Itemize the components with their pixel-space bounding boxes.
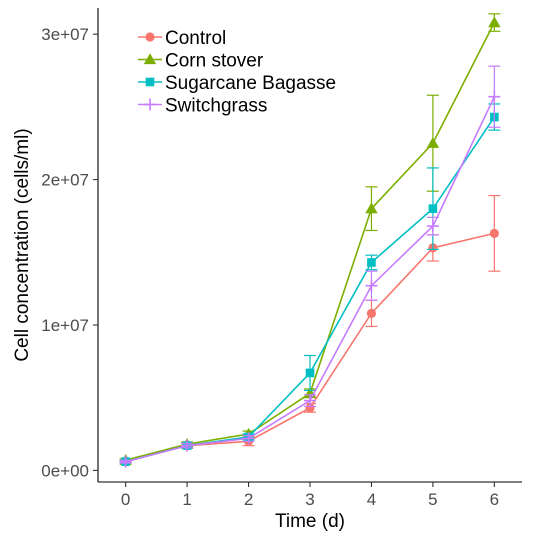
legend-item-corn-stover: Corn stover xyxy=(138,51,264,72)
data-point-switchgrass xyxy=(181,439,194,452)
series-line-control xyxy=(125,232,495,463)
x-axis-title: Time (d) xyxy=(275,511,345,532)
data-point-sugarcane-bagasse xyxy=(367,258,376,267)
x-tick-label: 5 xyxy=(428,490,437,509)
data-point-corn-stover xyxy=(365,202,378,214)
legend-label: Switchgrass xyxy=(165,96,267,117)
data-point-corn-stover xyxy=(426,137,440,148)
data-point-switchgrass xyxy=(365,279,378,292)
data-point-sugarcane-bagasse xyxy=(305,368,315,378)
data-point-switchgrass xyxy=(242,432,255,445)
x-tick-label: 3 xyxy=(305,490,314,509)
y-tick-label: 3e+07 xyxy=(41,25,89,44)
data-point-corn-stover xyxy=(488,16,501,28)
data-point-switchgrass xyxy=(426,220,439,233)
legend-label: Control xyxy=(165,28,226,49)
x-tick-label: 0 xyxy=(121,490,130,509)
x-tick-label: 6 xyxy=(490,490,499,509)
x-tick-label: 1 xyxy=(182,490,191,509)
series-switchgrass xyxy=(119,65,501,468)
legend-key-marker xyxy=(144,98,156,111)
legend-item-control: Control xyxy=(138,28,226,49)
data-point-control xyxy=(489,228,499,238)
legend-label: Corn stover xyxy=(165,51,264,72)
axes: 0 1 2 3 4 5 6 0e+00 1e+07 2e+07 3e+07 xyxy=(41,8,522,509)
y-tick-label: 1e+07 xyxy=(41,316,89,335)
data-point-switchgrass xyxy=(119,455,132,468)
legend-key-marker xyxy=(145,77,155,87)
legend-label: Sugarcane Bagasse xyxy=(165,73,336,94)
y-tick-label: 2e+07 xyxy=(41,171,89,190)
legend-key-marker xyxy=(143,53,157,65)
x-tick-label: 4 xyxy=(367,490,376,509)
data-point-sugarcane-bagasse xyxy=(428,204,438,213)
series-layer xyxy=(119,13,501,468)
data-point-control xyxy=(305,403,315,413)
x-tick-label: 2 xyxy=(244,490,253,509)
y-tick-label: 0e+00 xyxy=(41,461,89,480)
data-point-control xyxy=(366,308,377,318)
series-control xyxy=(119,194,501,467)
legend-item-sugarcane-bagasse: Sugarcane Bagasse xyxy=(138,73,336,94)
data-point-switchgrass xyxy=(488,90,501,103)
y-axis-title: Cell concentration (cells/ml) xyxy=(12,128,33,361)
legend-key-marker xyxy=(145,32,155,42)
legend-item-switchgrass: Switchgrass xyxy=(138,96,267,117)
data-point-switchgrass xyxy=(304,394,316,407)
